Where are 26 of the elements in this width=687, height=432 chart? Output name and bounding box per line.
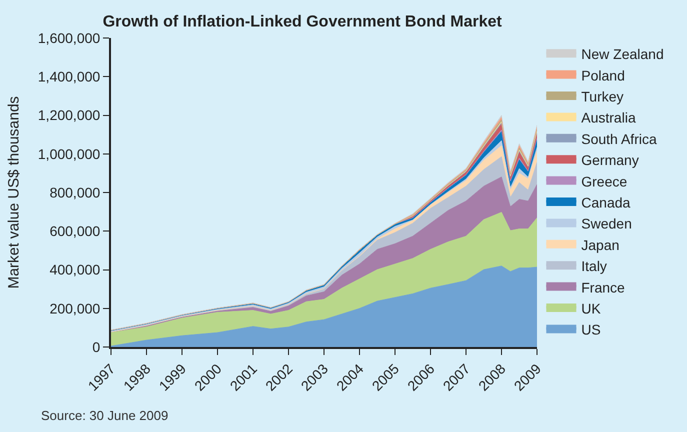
source-note: Source: 30 June 2009	[41, 408, 168, 423]
legend-label: South Africa	[581, 130, 657, 147]
y-tick-label: 1,200,000	[38, 107, 100, 124]
legend-label: Germany	[581, 152, 639, 168]
legend-label: Turkey	[581, 88, 624, 104]
y-tick-label: 1,400,000	[38, 68, 100, 85]
y-tick-label: 400,000	[50, 262, 100, 278]
y-tick-label: 0	[92, 338, 100, 355]
legend-label: Greece	[581, 173, 628, 190]
y-tick-label: 1,600,000	[38, 30, 100, 46]
legend-label: France	[581, 279, 626, 296]
y-tick-label: 600,000	[50, 223, 100, 240]
legend-label: Italy	[581, 258, 607, 274]
y-tick-label: 800,000	[50, 184, 100, 200]
y-tick-label: 200,000	[50, 300, 100, 316]
legend-label: US	[581, 322, 601, 338]
legend-label: Australia	[581, 110, 636, 126]
chart-title: Growth of Inflation-Linked Government Bond Market	[102, 13, 503, 30]
legend-label: Sweden	[581, 216, 632, 232]
legend-label: Poland	[581, 67, 625, 84]
legend-label: Japan	[581, 236, 620, 253]
y-tick-label: 1,000,000	[38, 146, 100, 162]
legend-label: New Zealand	[581, 46, 664, 62]
legend-label: UK	[581, 300, 602, 316]
legend-label: Canada	[581, 194, 631, 210]
y-axis-title: Market value US$ thousands	[6, 96, 23, 289]
